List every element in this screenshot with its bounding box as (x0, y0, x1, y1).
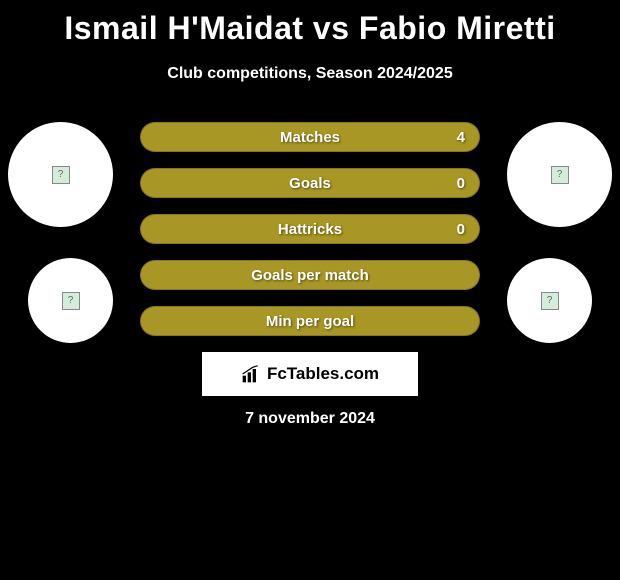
stat-bar-matches: Matches 4 (140, 122, 480, 152)
comparison-title: Ismail H'Maidat vs Fabio Miretti (0, 0, 620, 47)
comparison-subtitle: Club competitions, Season 2024/2025 (0, 65, 620, 83)
stat-label: Goals (289, 175, 331, 192)
stat-label: Matches (280, 129, 340, 146)
player2-club-avatar: ? (507, 258, 592, 343)
stat-bar-goals: Goals 0 (140, 168, 480, 198)
stat-label: Goals per match (251, 267, 369, 284)
stat-right-value: 0 (457, 175, 465, 192)
date-label: 7 november 2024 (0, 410, 620, 428)
image-placeholder-icon: ? (551, 166, 569, 184)
logo-text: FcTables.com (267, 364, 379, 384)
player1-club-avatar: ? (28, 258, 113, 343)
image-placeholder-icon: ? (52, 166, 70, 184)
stat-label: Hattricks (278, 221, 342, 238)
image-placeholder-icon: ? (541, 292, 559, 310)
stat-bar-min-per-goal: Min per goal (140, 306, 480, 336)
chart-icon (241, 364, 261, 384)
player2-avatar: ? (507, 122, 612, 227)
stat-bar-hattricks: Hattricks 0 (140, 214, 480, 244)
image-placeholder-icon: ? (62, 292, 80, 310)
fctables-logo: FcTables.com (202, 352, 418, 396)
stat-right-value: 4 (457, 129, 465, 146)
stat-right-value: 0 (457, 221, 465, 238)
player1-avatar: ? (8, 122, 113, 227)
stats-container: Matches 4 Goals 0 Hattricks 0 Goals per … (140, 122, 480, 352)
stat-label: Min per goal (266, 313, 354, 330)
stat-bar-goals-per-match: Goals per match (140, 260, 480, 290)
